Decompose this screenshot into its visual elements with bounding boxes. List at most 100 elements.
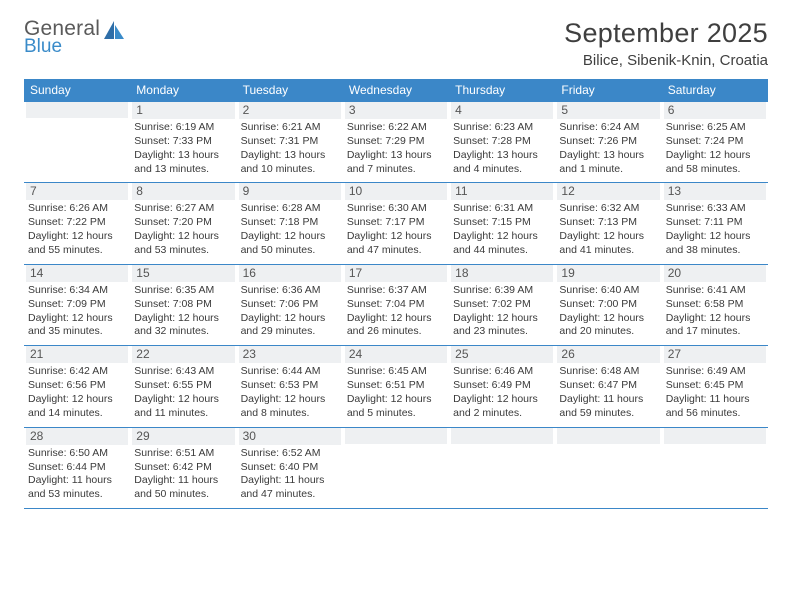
calendar-cell-empty — [662, 428, 768, 508]
day-number: 5 — [557, 102, 659, 119]
day-number: 23 — [239, 346, 341, 363]
day-number — [345, 428, 447, 444]
sunrise-text: Sunrise: 6:40 AM — [559, 284, 657, 298]
calendar-cell: 24Sunrise: 6:45 AMSunset: 6:51 PMDayligh… — [343, 346, 449, 426]
day-number: 29 — [132, 428, 234, 445]
daylight-text: Daylight: 12 hours and 17 minutes. — [666, 312, 764, 340]
day-details: Sunrise: 6:51 AMSunset: 6:42 PMDaylight:… — [132, 447, 234, 502]
weekday-monday: Monday — [130, 79, 236, 102]
sunset-text: Sunset: 7:15 PM — [453, 216, 551, 230]
sunrise-text: Sunrise: 6:26 AM — [28, 202, 126, 216]
calendar-cell: 18 Sunrise: 6:39 AMSunset: 7:02 PMDayligh… — [449, 265, 555, 345]
sunset-text: Sunset: 6:49 PM — [453, 379, 551, 393]
day-details: Sunrise: 6:25 AMSunset: 7:24 PMDaylight:… — [664, 121, 766, 176]
daylight-text: Daylight: 12 hours and 47 minutes. — [347, 230, 445, 258]
day-details: Sunrise: 6:31 AMSunset: 7:15 PMDaylight:… — [451, 202, 553, 257]
sunrise-text: Sunrise: 6:51 AM — [134, 447, 232, 461]
daylight-text: Daylight: 11 hours and 53 minutes. — [28, 474, 126, 502]
logo-text: General Blue — [24, 18, 100, 56]
day-number: 28 — [26, 428, 128, 445]
daylight-text: Daylight: 13 hours and 4 minutes. — [453, 149, 551, 177]
sunrise-text: Sunrise: 6:44 AM — [241, 365, 339, 379]
calendar-cell: 22Sunrise: 6:43 AMSunset: 6:55 PMDayligh… — [130, 346, 236, 426]
day-number — [557, 428, 659, 444]
daylight-text: Daylight: 12 hours and 23 minutes. — [453, 312, 551, 340]
sunrise-text: Sunrise: 6:19 AM — [134, 121, 232, 135]
daylight-text: Daylight: 12 hours and 58 minutes. — [666, 149, 764, 177]
day-number: 3 — [345, 102, 447, 119]
calendar: Sunday Monday Tuesday Wednesday Thursday… — [24, 79, 768, 509]
day-details — [664, 446, 766, 502]
calendar-cell: 19Sunrise: 6:40 AMSunset: 7:00 PMDayligh… — [555, 265, 661, 345]
day-details: Sunrise: 6:46 AMSunset: 6:49 PMDaylight:… — [451, 365, 553, 420]
month-title: September 2025 — [564, 18, 768, 49]
day-details — [345, 446, 447, 502]
calendar-cell: 4 Sunrise: 6:23 AMSunset: 7:28 PMDaylight… — [449, 102, 555, 182]
daylight-text: Daylight: 12 hours and 55 minutes. — [28, 230, 126, 258]
weekday-thursday: Thursday — [449, 79, 555, 102]
sunset-text: Sunset: 6:58 PM — [666, 298, 764, 312]
day-number: 9 — [239, 183, 341, 200]
sunset-text: Sunset: 7:20 PM — [134, 216, 232, 230]
sunrise-text: Sunrise: 6:39 AM — [453, 284, 551, 298]
day-details: Sunrise: 6:48 AMSunset: 6:47 PMDaylight:… — [557, 365, 659, 420]
sunrise-text: Sunrise: 6:52 AM — [241, 447, 339, 461]
sunset-text: Sunset: 7:17 PM — [347, 216, 445, 230]
calendar-cell: 6 Sunrise: 6:25 AMSunset: 7:24 PMDaylight… — [662, 102, 768, 182]
day-number: 4 — [451, 102, 553, 119]
day-number: 16 — [239, 265, 341, 282]
day-number: 20 — [664, 265, 766, 282]
daylight-text: Daylight: 13 hours and 10 minutes. — [241, 149, 339, 177]
weekday-wednesday: Wednesday — [343, 79, 449, 102]
sunset-text: Sunset: 7:00 PM — [559, 298, 657, 312]
week-row: 1Sunrise: 6:19 AMSunset: 7:33 PMDaylight… — [24, 102, 768, 183]
sunrise-text: Sunrise: 6:46 AM — [453, 365, 551, 379]
sunset-text: Sunset: 6:47 PM — [559, 379, 657, 393]
sunset-text: Sunset: 7:02 PM — [453, 298, 551, 312]
sunset-text: Sunset: 7:31 PM — [241, 135, 339, 149]
day-details: Sunrise: 6:52 AMSunset: 6:40 PMDaylight:… — [239, 447, 341, 502]
day-details: Sunrise: 6:27 AMSunset: 7:20 PMDaylight:… — [132, 202, 234, 257]
day-number: 27 — [664, 346, 766, 363]
calendar-cell: 12Sunrise: 6:32 AMSunset: 7:13 PMDayligh… — [555, 183, 661, 263]
sunrise-text: Sunrise: 6:42 AM — [28, 365, 126, 379]
calendar-cell-empty — [24, 102, 130, 182]
day-details: Sunrise: 6:26 AMSunset: 7:22 PMDaylight:… — [26, 202, 128, 257]
sunrise-text: Sunrise: 6:23 AM — [453, 121, 551, 135]
day-number: 25 — [451, 346, 553, 363]
day-details: Sunrise: 6:32 AMSunset: 7:13 PMDaylight:… — [557, 202, 659, 257]
calendar-cell: 20Sunrise: 6:41 AMSunset: 6:58 PMDayligh… — [662, 265, 768, 345]
day-number: 17 — [345, 265, 447, 282]
day-details: Sunrise: 6:36 AMSunset: 7:06 PMDaylight:… — [239, 284, 341, 339]
daylight-text: Daylight: 13 hours and 1 minute. — [559, 149, 657, 177]
day-number — [664, 428, 766, 444]
sunrise-text: Sunrise: 6:21 AM — [241, 121, 339, 135]
location-text: Bilice, Sibenik-Knin, Croatia — [564, 52, 768, 69]
day-number: 6 — [664, 102, 766, 119]
sunset-text: Sunset: 7:26 PM — [559, 135, 657, 149]
sunset-text: Sunset: 7:13 PM — [559, 216, 657, 230]
sunrise-text: Sunrise: 6:33 AM — [666, 202, 764, 216]
daylight-text: Daylight: 12 hours and 11 minutes. — [134, 393, 232, 421]
sunrise-text: Sunrise: 6:31 AM — [453, 202, 551, 216]
sunrise-text: Sunrise: 6:27 AM — [134, 202, 232, 216]
day-details: Sunrise: 6:42 AMSunset: 6:56 PMDaylight:… — [26, 365, 128, 420]
daylight-text: Daylight: 12 hours and 44 minutes. — [453, 230, 551, 258]
day-number: 26 — [557, 346, 659, 363]
daylight-text: Daylight: 13 hours and 7 minutes. — [347, 149, 445, 177]
sunset-text: Sunset: 7:18 PM — [241, 216, 339, 230]
day-number: 18 — [451, 265, 553, 282]
day-number: 22 — [132, 346, 234, 363]
day-number: 13 — [664, 183, 766, 200]
sunset-text: Sunset: 7:08 PM — [134, 298, 232, 312]
weekday-header-row: Sunday Monday Tuesday Wednesday Thursday… — [24, 79, 768, 102]
day-number: 14 — [26, 265, 128, 282]
calendar-cell-empty — [555, 428, 661, 508]
day-number: 2 — [239, 102, 341, 119]
day-number: 30 — [239, 428, 341, 445]
sunset-text: Sunset: 7:28 PM — [453, 135, 551, 149]
day-details: Sunrise: 6:33 AMSunset: 7:11 PMDaylight:… — [664, 202, 766, 257]
daylight-text: Daylight: 11 hours and 59 minutes. — [559, 393, 657, 421]
sunset-text: Sunset: 7:29 PM — [347, 135, 445, 149]
daylight-text: Daylight: 12 hours and 2 minutes. — [453, 393, 551, 421]
